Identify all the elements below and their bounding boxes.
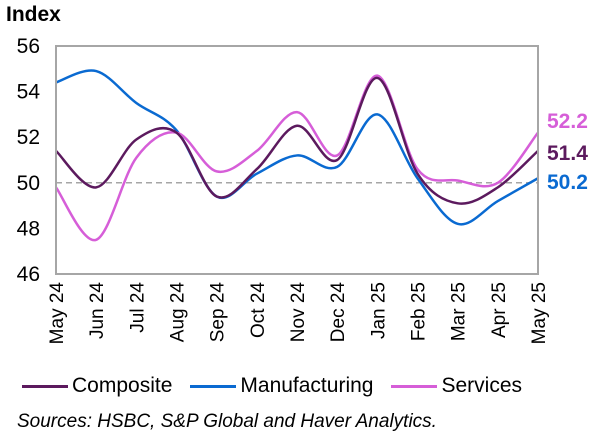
- series-line-composite: [55, 76, 539, 205]
- y-axis-ticks: 46 48 50 52 54 56: [17, 35, 41, 286]
- x-tick-label: Oct 24: [248, 282, 269, 338]
- legend: Composite Manufacturing Services: [22, 374, 540, 398]
- legend-swatch-services: [391, 384, 438, 388]
- y-tick-label: 48: [17, 217, 40, 240]
- legend-item-services: Services: [391, 374, 522, 398]
- y-tick-label: 54: [17, 81, 41, 104]
- x-axis-ticks: May 24 Jun 24 Jul 24 Aug 24 Sep 24 Oct 24 Nov …: [47, 282, 550, 345]
- y-tick-label: 56: [17, 35, 40, 58]
- x-tick-label: Aug 24: [168, 282, 189, 343]
- legend-swatch-composite: [22, 384, 68, 388]
- legend-item-manufacturing: Manufacturing: [190, 374, 373, 398]
- end-label-manufacturing: 50.2: [547, 171, 588, 194]
- y-tick-label: 50: [17, 172, 40, 195]
- y-tick-label: 46: [17, 263, 40, 286]
- series-lines: [54, 69, 539, 242]
- x-tick-label: Nov 24: [288, 282, 309, 343]
- series-line-manufacturing: [55, 69, 539, 226]
- legend-label-manufacturing: Manufacturing: [240, 374, 374, 397]
- legend-label-services: Services: [441, 374, 522, 397]
- x-tick-label: Jul 24: [127, 282, 148, 333]
- y-axis-title: Index: [6, 3, 61, 26]
- legend-swatch-manufacturing: [190, 384, 237, 388]
- x-tick-label: Feb 25: [409, 282, 430, 341]
- y-tick-label: 52: [17, 126, 40, 149]
- x-tick-label: May 24: [47, 282, 68, 345]
- x-tick-label: Dec 24: [328, 282, 349, 343]
- x-tick-label: Jun 24: [87, 282, 108, 339]
- end-label-composite: 51.4: [547, 142, 588, 165]
- legend-label-composite: Composite: [72, 374, 173, 397]
- x-tick-label: Mar 25: [449, 282, 470, 341]
- x-tick-label: May 25: [529, 282, 550, 344]
- end-label-services: 52.2: [547, 110, 588, 133]
- series-line-services: [54, 74, 539, 242]
- legend-item-composite: Composite: [22, 374, 172, 398]
- plot-frame: [55, 45, 539, 275]
- x-tick-label: Jan 25: [368, 282, 389, 339]
- x-tick-label: Apr 25: [489, 282, 510, 338]
- source-note: Sources: HSBC, S&P Global and Haver Anal…: [17, 411, 437, 432]
- end-labels: 51.4 50.2 52.2: [547, 110, 588, 194]
- x-tick-label: Sep 24: [208, 282, 229, 343]
